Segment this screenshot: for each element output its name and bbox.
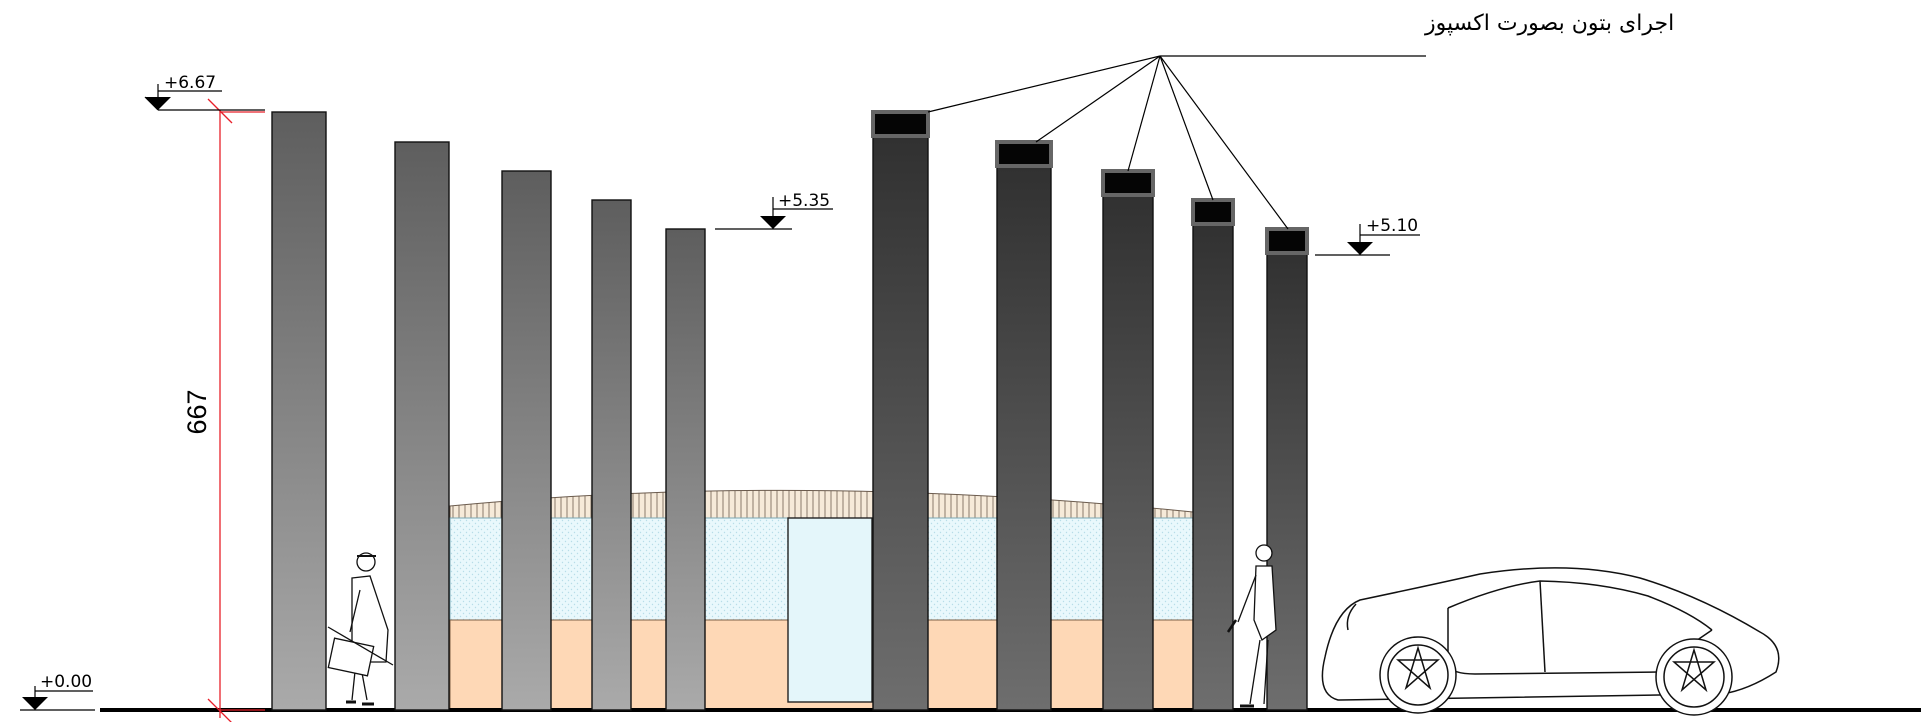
column: [1102, 170, 1154, 711]
person-with-briefcase-figure: [327, 552, 394, 706]
column-cap: [1101, 169, 1155, 197]
walking-person-figure: [1226, 544, 1277, 708]
car-figure: [1321, 567, 1780, 716]
column-cap: [1265, 227, 1309, 255]
column: [1192, 199, 1234, 711]
column-group-right: [871, 110, 1309, 711]
background-building: [449, 489, 1196, 711]
height-dimension-label: 667: [182, 389, 212, 434]
column: [394, 141, 450, 711]
annotation-text: اجرای بتون بصورت اکسپوز: [1424, 11, 1674, 36]
column-group-left: [271, 111, 706, 711]
svg-text:+0.00: +0.00: [40, 672, 92, 692]
column: [665, 228, 706, 711]
column-cap: [1191, 198, 1235, 226]
svg-text:+6.67: +6.67: [164, 73, 216, 93]
column: [501, 170, 552, 711]
column-cap: [995, 140, 1053, 168]
column: [996, 141, 1052, 711]
elevation-mark-top-left: +6.67: [144, 73, 265, 111]
elevation-mark-ground: +0.00: [20, 672, 95, 711]
column-cap: [871, 110, 930, 138]
elevation-mark-mid-left: +5.35: [715, 191, 833, 230]
elevation-mark-right: +5.10: [1315, 216, 1420, 256]
roof-band: [449, 489, 1194, 521]
height-dimension: [207, 98, 265, 722]
svg-text:+5.35: +5.35: [778, 191, 830, 211]
column: [1266, 228, 1308, 711]
column: [872, 111, 929, 711]
entrance-door: [787, 517, 873, 703]
column: [591, 199, 632, 711]
svg-text:+5.10: +5.10: [1366, 216, 1418, 236]
column: [271, 111, 327, 711]
annotation-leader: [927, 55, 1426, 230]
